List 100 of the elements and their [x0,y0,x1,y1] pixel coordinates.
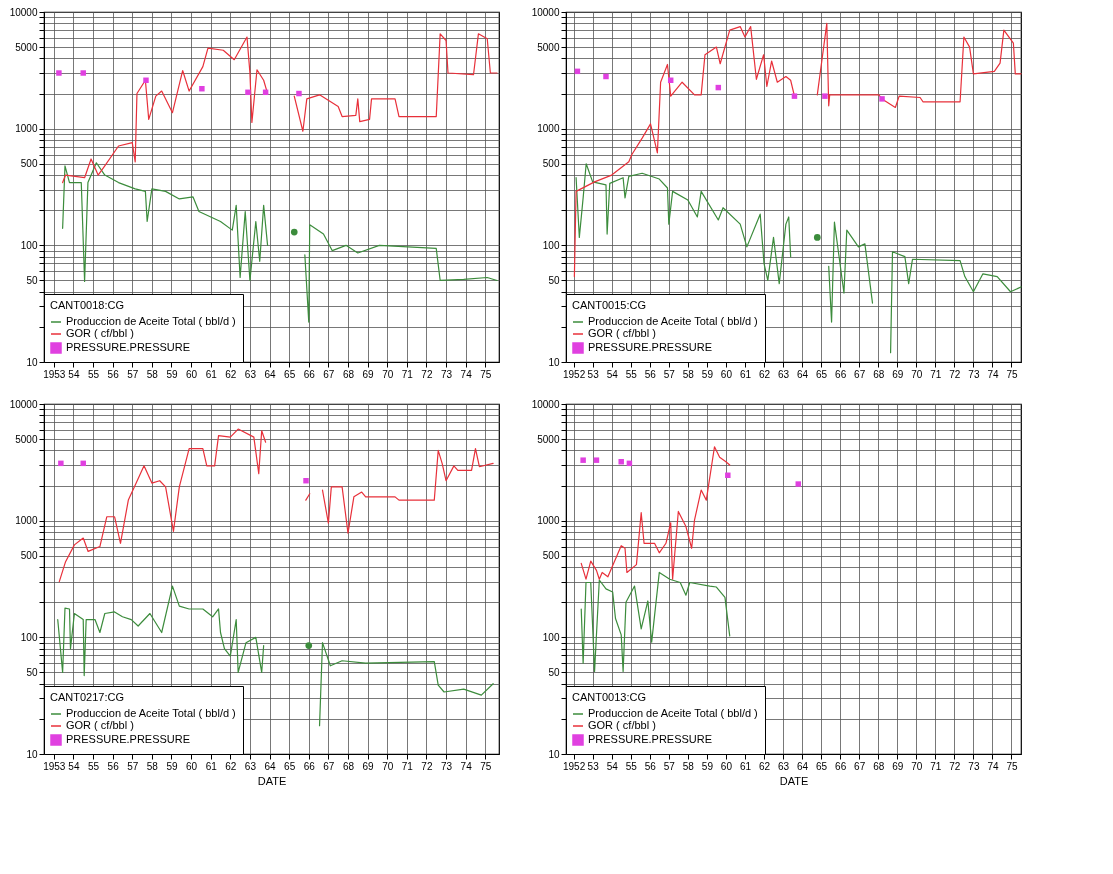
x-tick-label: 55 [87,760,100,772]
x-tick-label: 59 [701,368,714,380]
x-tick-label: 69 [362,368,375,380]
y-tick-label: 1000 [15,123,38,135]
x-tick-label: 75 [480,368,492,380]
x-tick-label: 59 [701,760,714,772]
y-tick-label: 10 [26,748,38,760]
x-tick-label: 62 [758,760,771,772]
y-tick-label: 1000 [15,515,38,527]
x-tick-label: 70 [382,368,394,380]
x-tick-label: 68 [342,368,355,380]
point [580,457,586,463]
legend-label: PRESSURE.PRESSURE [588,341,713,353]
x-tick-label: 63 [777,760,790,772]
x-tick-label: 66 [303,368,316,380]
x-tick-label: 71 [930,760,942,772]
x-tick-label: 56 [107,760,120,772]
y-tick-label: 5000 [15,433,38,445]
x-tick-label: 73 [440,368,453,380]
point [199,85,205,92]
x-tick-label: 55 [625,760,638,772]
point [813,234,821,241]
y-tick-label: 10 [548,356,560,368]
x-tick-label: 65 [284,760,296,772]
x-tick-label: 73 [968,368,980,380]
y-tick-label: 1000 [537,515,560,527]
x-tick-label: 66 [835,760,847,772]
x-tick-label: 72 [421,760,433,772]
x-tick-label: 57 [663,368,676,380]
y-tick-label: 100 [20,631,38,643]
point [725,472,731,478]
point [593,457,600,463]
x-tick-label: 54 [606,760,619,772]
x-tick-label: 1952 [562,760,586,772]
x-tick-label: 71 [401,368,414,380]
x-tick-label: 62 [758,368,771,380]
x-tick-label: 56 [107,368,120,380]
legend-label: GOR ( cf/bbl ) [588,719,656,731]
legend-label: GOR ( cf/bbl ) [66,327,134,339]
x-tick-label: 66 [835,368,847,380]
y-tick-label: 5000 [15,41,38,53]
x-tick-label: 57 [127,760,139,772]
x-tick-label: 59 [166,760,178,772]
x-tick-label: 74 [460,760,473,772]
x-tick-label: 1953 [43,368,66,380]
x-axis-title: DATE [257,774,287,787]
x-tick-label: 66 [303,760,316,772]
x-tick-label: 57 [127,368,139,380]
point [290,228,298,236]
legend-title: CANT0018:CG [50,299,124,311]
y-tick-label: 500 [542,158,560,170]
line-series [580,571,731,673]
x-tick-label: 75 [480,760,492,772]
x-tick-label: 63 [244,368,257,380]
legend-label: Produccion de Aceite Total ( bbl/d ) [588,707,758,719]
legend-label: GOR ( cf/bbl ) [66,719,134,731]
x-tick-label: 74 [460,368,473,380]
x-tick-label: 60 [720,760,733,772]
y-tick-label: 5000 [537,433,560,445]
x-tick-label: 58 [146,760,159,772]
x-tick-label: 64 [797,368,809,380]
legend-label: PRESSURE.PRESSURE [588,733,713,745]
x-tick-label: 70 [382,760,394,772]
x-tick-label: 55 [87,368,100,380]
x-tick-label: 62 [225,760,237,772]
x-tick-label: 73 [968,760,980,772]
point [143,77,149,83]
point [245,89,251,96]
y-tick-label: 500 [542,550,560,562]
y-tick-label: 50 [548,666,560,678]
x-tick-label: 69 [892,760,904,772]
y-tick-label: 10000 [531,6,560,18]
point [58,460,64,467]
x-tick-label: 73 [440,760,453,772]
x-tick-label: 69 [362,760,375,772]
point [879,96,885,102]
x-tick-label: 63 [244,760,257,772]
x-tick-label: 72 [421,368,433,380]
x-tick-label: 53 [587,368,600,380]
x-tick-label: 64 [264,368,277,380]
legend-label: PRESSURE.PRESSURE [66,341,191,353]
point [80,70,86,76]
x-tick-label: 58 [146,368,159,380]
x-tick-label: 64 [264,760,277,772]
point [305,642,313,649]
legend-label: PRESSURE.PRESSURE [66,733,191,745]
x-tick-label: 61 [205,368,218,380]
y-tick-label: 10 [26,356,38,368]
legend-label: Produccion de Aceite Total ( bbl/d ) [588,315,758,327]
x-tick-label: 56 [644,760,657,772]
x-tick-label: 68 [873,368,885,380]
x-tick-label: 72 [949,760,961,772]
y-tick-label: 100 [542,239,560,251]
x-tick-label: 53 [587,760,600,772]
x-tick-label: 70 [911,368,923,380]
x-tick-label: 70 [911,760,923,772]
x-tick-label: 75 [1006,760,1018,772]
x-tick-label: 58 [682,760,695,772]
y-tick-label: 100 [542,631,560,643]
x-tick-label: 71 [930,368,942,380]
